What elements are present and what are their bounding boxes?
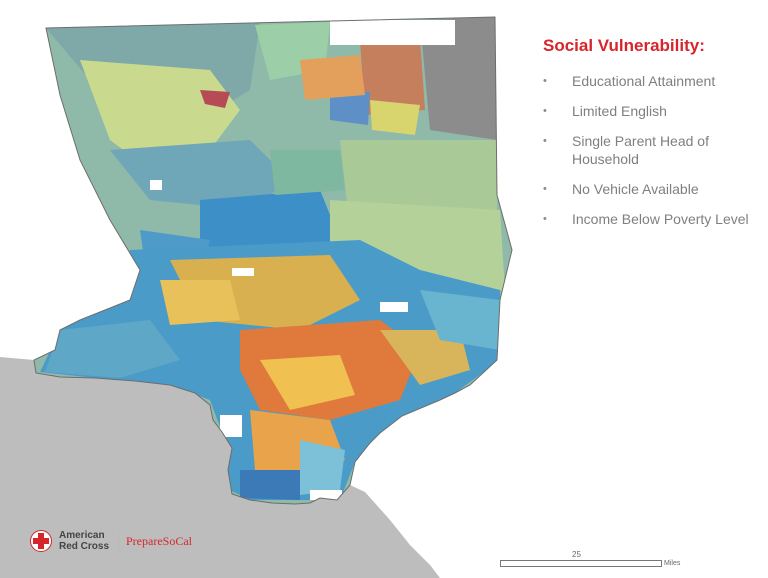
- list-item: • Limited English: [540, 102, 762, 120]
- scale-bar-graphic: [500, 560, 662, 567]
- ocean: [0, 357, 440, 578]
- bullet: •: [543, 213, 547, 225]
- indicator-label: Limited English: [572, 103, 667, 119]
- org-line2: Red Cross: [59, 541, 110, 552]
- legend-panel: Social Vulnerability: • Educational Attai…: [540, 36, 762, 240]
- scale-bar: 25 Miles: [500, 548, 690, 572]
- indicator-list: • Educational Attainment • Limited English…: [540, 72, 762, 228]
- indicator-label: No Vehicle Available: [572, 181, 699, 197]
- org-name: American Red Cross: [59, 530, 115, 552]
- panel-title: Social Vulnerability:: [543, 36, 705, 55]
- list-item: • Single Parent Head of Household: [540, 132, 762, 168]
- bullet: •: [543, 135, 547, 147]
- bullet: •: [543, 75, 547, 87]
- org-line1: American: [59, 530, 105, 541]
- scale-unit: Miles: [664, 560, 681, 567]
- red-cross-logo: American Red Cross PrepareSoCal: [30, 527, 192, 555]
- logo-divider: [119, 529, 120, 553]
- list-item: • Educational Attainment: [540, 72, 762, 90]
- list-item: • Income Below Poverty Level: [540, 210, 762, 228]
- indicator-label: Educational Attainment: [572, 73, 716, 89]
- program-name: PrepareSoCal: [126, 533, 192, 548]
- red-cross-icon: [30, 530, 52, 552]
- bullet: •: [543, 105, 547, 117]
- scale-tick-label: 25: [572, 550, 581, 559]
- indicator-label: Single Parent Head of Household: [572, 133, 709, 167]
- list-item: • No Vehicle Available: [540, 180, 762, 198]
- indicator-label: Income Below Poverty Level: [572, 211, 749, 227]
- bullet: •: [543, 183, 547, 195]
